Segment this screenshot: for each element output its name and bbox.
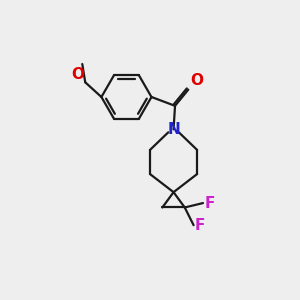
Text: methoxy: methoxy xyxy=(0,299,1,300)
Text: N: N xyxy=(167,122,180,137)
Text: F: F xyxy=(195,218,206,232)
Text: O: O xyxy=(72,67,85,82)
Text: O: O xyxy=(190,73,204,88)
Text: F: F xyxy=(205,196,215,211)
